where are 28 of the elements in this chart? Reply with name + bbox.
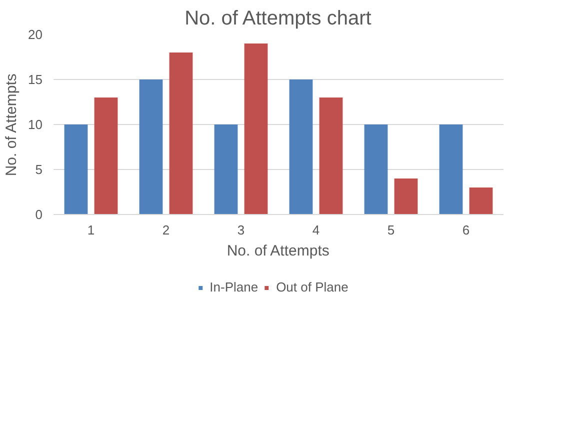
bar [169,52,193,214]
x-tick-label: 2 [162,222,170,238]
y-tick-label: 15 [28,72,43,87]
x-tick-label: 4 [312,222,320,238]
bar [394,178,418,214]
x-tick-label: 1 [87,222,95,238]
x-tick-label: 6 [462,222,470,238]
x-tick-label: 3 [237,222,245,238]
y-tick-label: 0 [35,207,43,222]
bar [439,124,463,214]
y-axis-title: No. of Attempts [3,74,20,176]
y-tick-label: 10 [28,117,43,132]
bar [64,124,88,214]
bar [319,98,343,214]
legend-label: In-Plane [210,280,258,294]
bar [289,80,313,214]
chart-title: No. of Attempts chart [184,8,372,30]
bar [94,98,118,214]
y-tick-label: 5 [35,162,43,177]
bar [139,80,163,214]
bar [214,124,238,214]
bar [364,124,388,214]
legend-label: Out of Plane [276,280,348,294]
x-axis-title: No. of Attempts [226,242,330,260]
y-tick-label: 20 [28,27,43,42]
bar [244,44,268,214]
x-tick-label: 5 [387,222,395,238]
bar [469,188,493,214]
